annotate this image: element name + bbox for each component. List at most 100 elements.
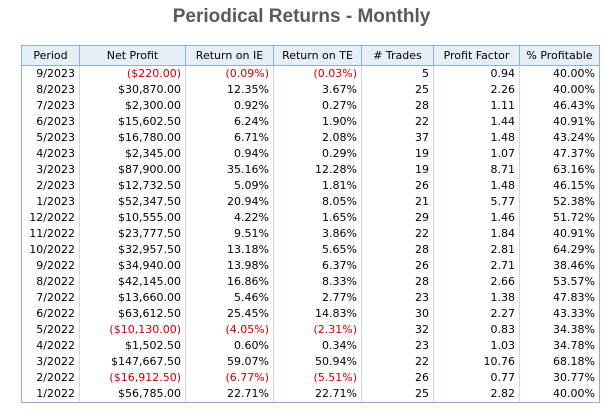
- table-row: 7/2023 $2,300.00 0.92% 0.27% 28 1.11 46.43%: [21, 98, 600, 114]
- cell-pct-profitable: 40.00%: [519, 82, 600, 98]
- cell-return-on-ie: 12.35%: [185, 82, 274, 98]
- table-row: 6/2023 $15,602.50 6.24% 1.90% 22 1.44 40.91%: [21, 114, 600, 130]
- cell-net-profit: $42,145.00: [79, 274, 186, 290]
- cell-trades: 28: [361, 242, 434, 258]
- cell-return-on-te: 12.28%: [273, 162, 362, 178]
- cell-net-profit: $15,602.50: [79, 114, 186, 130]
- cell-pct-profitable: 34.38%: [519, 322, 600, 338]
- cell-period: 3/2023: [21, 162, 80, 178]
- cell-return-on-te: 0.27%: [273, 98, 362, 114]
- column-header-net-profit: Net Profit: [79, 45, 186, 66]
- cell-return-on-ie: 0.60%: [185, 338, 274, 354]
- cell-return-on-ie: 9.51%: [185, 226, 274, 242]
- cell-return-on-te: 8.33%: [273, 274, 362, 290]
- cell-profit-factor: 1.38: [433, 290, 520, 306]
- cell-net-profit: ($10,130.00): [79, 322, 186, 338]
- cell-return-on-ie: 16.86%: [185, 274, 274, 290]
- table-row: 9/2022 $34,940.00 13.98% 6.37% 26 2.71 38.46%: [21, 258, 600, 274]
- cell-pct-profitable: 47.37%: [519, 146, 600, 162]
- column-header-pct-profitable: % Profitable: [519, 45, 600, 66]
- column-header-return-on-te: Return on TE: [273, 45, 362, 66]
- cell-period: 2/2023: [21, 178, 80, 194]
- table-row: 12/2022 $10,555.00 4.22% 1.65% 29 1.46 51.72%: [21, 210, 600, 226]
- cell-return-on-te: 3.67%: [273, 82, 362, 98]
- cell-return-on-te: 5.65%: [273, 242, 362, 258]
- cell-profit-factor: 1.11: [433, 98, 520, 114]
- table-row: 9/2023 ($220.00) (0.09%) (0.03%) 5 0.94 40.00%: [21, 65, 600, 82]
- cell-pct-profitable: 43.24%: [519, 130, 600, 146]
- returns-table: Period Net Profit Return on IE Return on…: [21, 45, 600, 403]
- table-body: 9/2023 ($220.00) (0.09%) (0.03%) 5 0.94 40.00%…: [21, 65, 600, 403]
- cell-return-on-ie: 6.24%: [185, 114, 274, 130]
- cell-profit-factor: 2.71: [433, 258, 520, 274]
- cell-profit-factor: 1.03: [433, 338, 520, 354]
- cell-pct-profitable: 40.91%: [519, 114, 600, 130]
- cell-trades: 22: [361, 114, 434, 130]
- cell-net-profit: $147,667.50: [79, 354, 186, 370]
- cell-net-profit: $12,732.50: [79, 178, 186, 194]
- cell-return-on-ie: 0.92%: [185, 98, 274, 114]
- cell-return-on-te: (5.51%): [273, 370, 362, 386]
- cell-return-on-ie: 13.98%: [185, 258, 274, 274]
- cell-profit-factor: 10.76: [433, 354, 520, 370]
- cell-profit-factor: 2.26: [433, 82, 520, 98]
- cell-period: 12/2022: [21, 210, 80, 226]
- cell-period: 11/2022: [21, 226, 80, 242]
- cell-net-profit: $10,555.00: [79, 210, 186, 226]
- table-row: 11/2022 $23,777.50 9.51% 3.86% 22 1.84 40.91%: [21, 226, 600, 242]
- cell-pct-profitable: 40.00%: [519, 65, 600, 82]
- cell-period: 9/2023: [21, 65, 80, 82]
- cell-net-profit: $30,870.00: [79, 82, 186, 98]
- cell-trades: 23: [361, 338, 434, 354]
- cell-return-on-ie: 25.45%: [185, 306, 274, 322]
- table-row: 2/2022 ($16,912.50) (6.77%) (5.51%) 26 0.77 30…: [21, 370, 600, 386]
- cell-pct-profitable: 46.15%: [519, 178, 600, 194]
- cell-period: 1/2022: [21, 386, 80, 403]
- cell-return-on-te: 1.81%: [273, 178, 362, 194]
- cell-profit-factor: 0.94: [433, 65, 520, 82]
- cell-return-on-te: 2.77%: [273, 290, 362, 306]
- cell-net-profit: $34,940.00: [79, 258, 186, 274]
- cell-net-profit: $2,345.00: [79, 146, 186, 162]
- cell-period: 7/2023: [21, 98, 80, 114]
- cell-trades: 32: [361, 322, 434, 338]
- cell-pct-profitable: 40.91%: [519, 226, 600, 242]
- cell-return-on-te: 8.05%: [273, 194, 362, 210]
- cell-return-on-ie: (0.09%): [185, 65, 274, 82]
- cell-return-on-te: (0.03%): [273, 65, 362, 82]
- cell-return-on-ie: 13.18%: [185, 242, 274, 258]
- cell-profit-factor: 1.48: [433, 130, 520, 146]
- column-header-return-on-ie: Return on IE: [185, 45, 274, 66]
- cell-profit-factor: 1.48: [433, 178, 520, 194]
- cell-pct-profitable: 30.77%: [519, 370, 600, 386]
- cell-period: 2/2022: [21, 370, 80, 386]
- cell-trades: 29: [361, 210, 434, 226]
- cell-period: 6/2023: [21, 114, 80, 130]
- cell-net-profit: $63,612.50: [79, 306, 186, 322]
- table-row: 3/2022 $147,667.50 59.07% 50.94% 22 10.76 68.1…: [21, 354, 600, 370]
- table-row: 10/2022 $32,957.50 13.18% 5.65% 28 2.81 64.29%: [21, 242, 600, 258]
- cell-net-profit: $87,900.00: [79, 162, 186, 178]
- cell-trades: 23: [361, 290, 434, 306]
- cell-trades: 19: [361, 162, 434, 178]
- cell-profit-factor: 2.82: [433, 386, 520, 403]
- cell-trades: 30: [361, 306, 434, 322]
- cell-period: 9/2022: [21, 258, 80, 274]
- cell-trades: 26: [361, 178, 434, 194]
- cell-pct-profitable: 68.18%: [519, 354, 600, 370]
- cell-pct-profitable: 51.72%: [519, 210, 600, 226]
- cell-period: 7/2022: [21, 290, 80, 306]
- cell-return-on-te: 0.29%: [273, 146, 362, 162]
- cell-return-on-te: 3.86%: [273, 226, 362, 242]
- cell-return-on-te: 6.37%: [273, 258, 362, 274]
- cell-return-on-ie: 59.07%: [185, 354, 274, 370]
- cell-pct-profitable: 52.38%: [519, 194, 600, 210]
- cell-profit-factor: 8.71: [433, 162, 520, 178]
- cell-pct-profitable: 38.46%: [519, 258, 600, 274]
- cell-net-profit: $16,780.00: [79, 130, 186, 146]
- cell-return-on-ie: 22.71%: [185, 386, 274, 403]
- table-row: 8/2022 $42,145.00 16.86% 8.33% 28 2.66 53.57%: [21, 274, 600, 290]
- table-row: 7/2022 $13,660.00 5.46% 2.77% 23 1.38 47.83%: [21, 290, 600, 306]
- cell-profit-factor: 2.27: [433, 306, 520, 322]
- cell-profit-factor: 1.46: [433, 210, 520, 226]
